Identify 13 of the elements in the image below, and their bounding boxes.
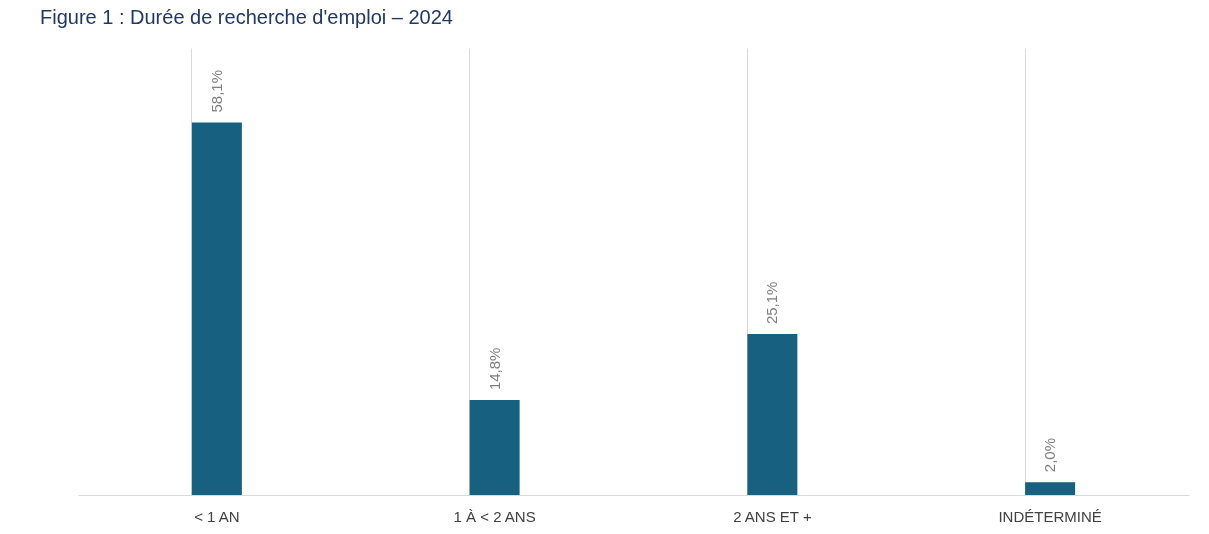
data-label: 2,0% xyxy=(1041,437,1059,473)
bar xyxy=(469,400,520,495)
x-tick-label: 2 ANS ET + xyxy=(733,507,812,525)
bar xyxy=(747,334,798,495)
data-label: 14,8% xyxy=(485,347,503,391)
x-tick-label: < 1 AN xyxy=(194,507,240,525)
chart-title: Figure 1 : Durée de recherche d'emploi – 2024 xyxy=(40,6,453,28)
data-label: 25,1% xyxy=(763,281,781,325)
data-label: 58,1% xyxy=(207,69,225,113)
bar xyxy=(191,122,242,495)
bar xyxy=(1025,482,1076,495)
x-tick-label: 1 À < 2 ANS xyxy=(453,507,536,525)
x-tick-label: INDÉTERMINÉ xyxy=(998,507,1102,525)
